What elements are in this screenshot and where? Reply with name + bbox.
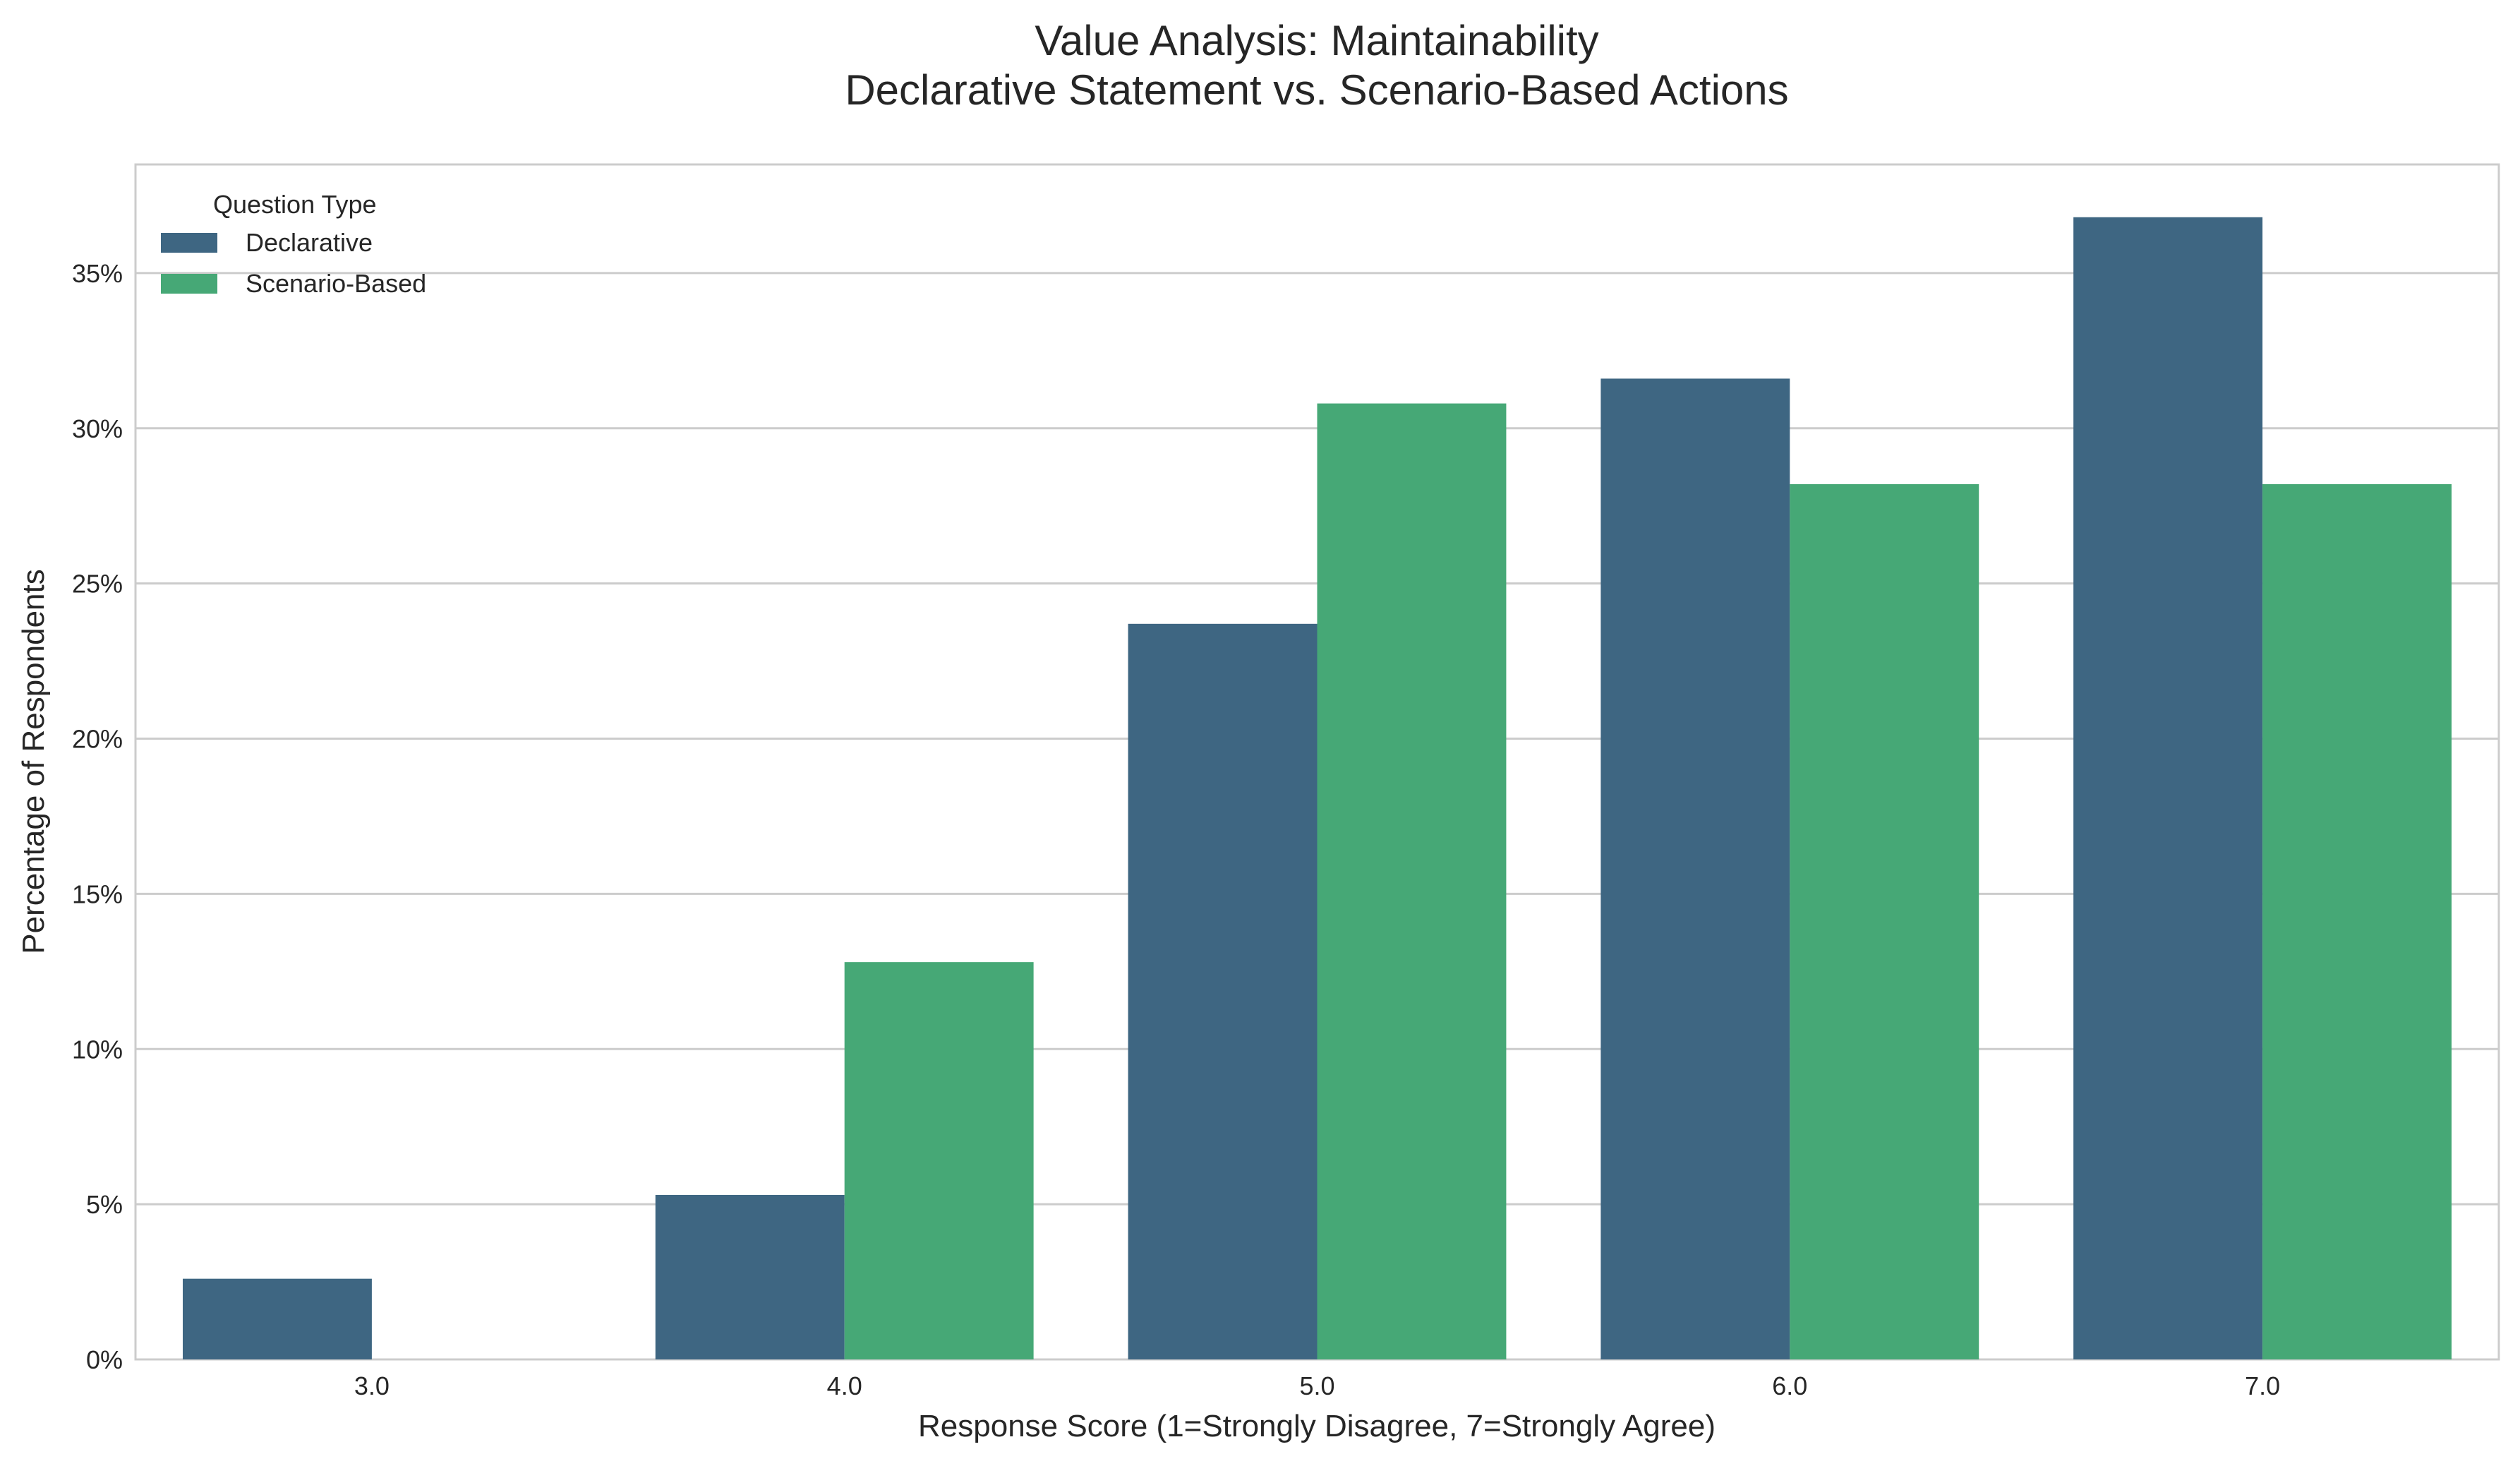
- chart-subtitle: Declarative Statement vs. Scenario-Based…: [845, 66, 1788, 114]
- y-tick-label: 15%: [72, 879, 123, 908]
- legend: Question Type Declarative Scenario-Based: [161, 190, 426, 298]
- y-tick-label: 25%: [72, 570, 123, 599]
- legend-label: Declarative: [246, 228, 373, 257]
- chart-title: Value Analysis: Maintainability: [1035, 17, 1598, 64]
- y-axis-label: Percentage of Respondents: [16, 569, 51, 954]
- x-tick-label: 5.0: [1299, 1371, 1334, 1400]
- y-tick-label: 10%: [72, 1035, 123, 1064]
- bar: [1128, 623, 1318, 1359]
- y-tick-label: 5%: [86, 1190, 123, 1219]
- legend-items: Declarative Scenario-Based: [161, 228, 426, 298]
- bars: [182, 217, 2452, 1359]
- bar: [1790, 483, 1979, 1359]
- legend-label: Scenario-Based: [246, 269, 426, 298]
- y-tick-label: 20%: [72, 725, 123, 754]
- x-tick-label: 6.0: [1772, 1371, 1807, 1400]
- legend-swatch: [161, 233, 217, 253]
- x-axis-label: Response Score (1=Strongly Disagree, 7=S…: [918, 1409, 1716, 1443]
- x-tick-label: 7.0: [2245, 1371, 2280, 1400]
- legend-title: Question Type: [213, 190, 377, 219]
- legend-swatch: [161, 274, 217, 294]
- bar: [844, 962, 1034, 1359]
- y-tick-label: 30%: [72, 414, 123, 443]
- x-tick-label: 4.0: [827, 1371, 862, 1400]
- bar: [655, 1194, 845, 1359]
- x-tick-label: 3.0: [354, 1371, 390, 1400]
- bar: [1317, 403, 1507, 1359]
- bar: [2262, 483, 2452, 1359]
- y-tick-label: 0%: [86, 1345, 123, 1374]
- y-tick-label: 35%: [72, 259, 123, 288]
- x-axis-ticks: 3.0 4.0 5.0 6.0 7.0: [354, 1371, 2280, 1400]
- y-axis-ticks: 0% 5% 10% 15% 20% 25% 30% 35%: [72, 259, 123, 1374]
- bar: [182, 1278, 372, 1359]
- bar: [2073, 217, 2263, 1359]
- bar: [1600, 378, 1790, 1359]
